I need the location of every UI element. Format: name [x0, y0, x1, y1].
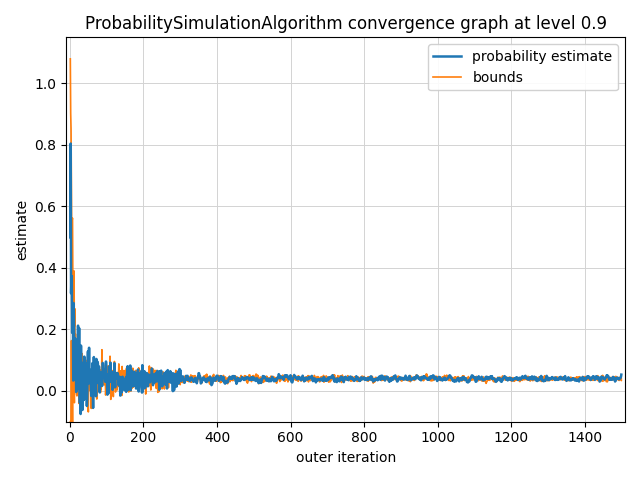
probability estimate: [67, 234, 74, 240]
bounds: [67, 56, 74, 62]
probability estimate: [132, 386, 140, 392]
probability estimate: [301, 378, 308, 384]
bounds: [312, 376, 320, 382]
X-axis label: outer iteration: outer iteration: [296, 451, 396, 465]
probability estimate: [312, 377, 320, 383]
bounds: [109, 394, 117, 399]
probability estimate: [381, 377, 388, 383]
Line: probability estimate: probability estimate: [70, 144, 621, 414]
bounds: [88, 406, 95, 411]
bounds: [132, 368, 140, 373]
probability estimate: [618, 372, 625, 377]
bounds: [322, 375, 330, 381]
bounds: [618, 376, 625, 382]
bounds: [380, 376, 388, 382]
Legend: probability estimate, bounds: probability estimate, bounds: [428, 44, 618, 90]
Title: ProbabilitySimulationAlgorithm convergence graph at level 0.9: ProbabilitySimulationAlgorithm convergen…: [84, 15, 607, 33]
probability estimate: [77, 411, 84, 417]
Line: bounds: bounds: [70, 59, 621, 408]
probability estimate: [323, 378, 330, 384]
Y-axis label: estimate: estimate: [15, 199, 29, 260]
probability estimate: [110, 379, 118, 385]
bounds: [301, 376, 308, 382]
probability estimate: [67, 141, 74, 146]
